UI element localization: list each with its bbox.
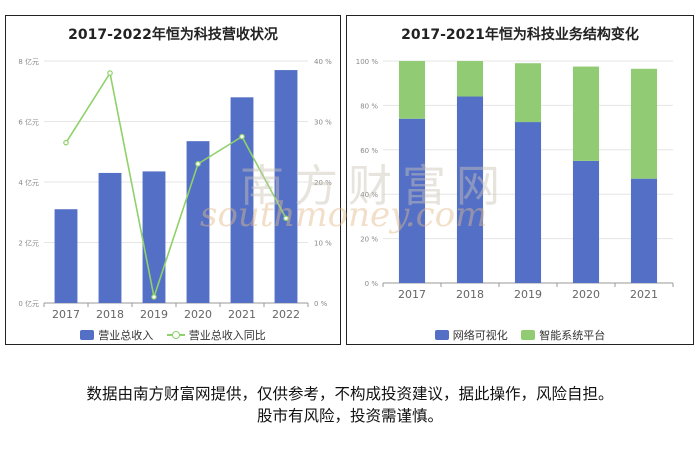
y-tick-label: 60 %: [360, 147, 378, 155]
y-tick-label-right: 40 %: [314, 58, 332, 66]
legend-item-revenue-yoy[interactable]: 营业总收入同比: [166, 327, 266, 343]
x-tick-label: 2017: [398, 288, 426, 301]
revenue-yoy-point: [195, 161, 201, 167]
y-tick-label-left: 2 亿元: [18, 239, 39, 248]
business-structure-chart-panel: 2017-2021年恒为科技业务结构变化 0 % 20 % 40 % 60 % 80 %…: [346, 15, 694, 345]
legend-label-network: 网络可视化: [452, 329, 508, 342]
x-tick-label: 2021: [630, 288, 658, 301]
legend-item-network[interactable]: 网络可视化: [434, 327, 508, 343]
revenue-yoy-point: [151, 294, 157, 300]
watermark-url: southmoney.com: [200, 195, 488, 235]
smart-system-bar: [514, 63, 542, 123]
x-tick-label: 2018: [96, 308, 124, 321]
network-visualization-bar: [456, 96, 484, 284]
x-tick-label: 2022: [272, 308, 300, 321]
legend-swatch-network: [434, 330, 449, 340]
y-tick-label: 40 %: [360, 191, 378, 199]
y-tick-label-left: 0 亿元: [18, 299, 39, 308]
legend-swatch-revenue-yoy: [166, 330, 185, 340]
y-tick-label-right: 0 %: [314, 300, 328, 308]
business-chart-legend: 网络可视化 智能系统平台: [347, 327, 693, 343]
y-tick-label-right: 10 %: [314, 240, 332, 248]
revenue-chart-svg: 0 亿元 2 亿元 4 亿元 6 亿元 8 亿元 0 % 10 % 20 % 30 % 40 % 2…: [18, 57, 332, 321]
revenue-bar: [142, 171, 166, 303]
network-visualization-bar: [630, 178, 658, 283]
x-tick-label: 2020: [184, 308, 212, 321]
revenue-bar: [274, 70, 298, 303]
smart-system-bar: [572, 66, 600, 161]
revenue-yoy-line: [65, 70, 287, 301]
x-tick-label: 2017: [52, 308, 80, 321]
network-visualization-bar: [398, 118, 426, 283]
watermark-logo: 南方财富网: [240, 161, 510, 212]
revenue-chart-title: 2017-2022年恒为科技营收状况: [68, 27, 278, 43]
y-tick-label-left: 4 亿元: [18, 178, 39, 187]
revenue-yoy-point: [107, 70, 113, 76]
y-tick-label-right: 30 %: [314, 119, 332, 127]
x-tick-label: 2019: [514, 288, 542, 301]
legend-item-smart-system[interactable]: 智能系统平台: [521, 327, 605, 343]
y-tick-label: 80 %: [360, 102, 378, 110]
revenue-yoy-point: [63, 139, 69, 146]
revenue-yoy-point: [283, 215, 289, 222]
revenue-chart-panel: 2017-2022年恒为科技营收状况 0 亿元 2 亿元 4 亿元 6 亿元 8 亿元 0…: [5, 15, 341, 345]
y-tick-label: 20 %: [360, 236, 378, 244]
smart-system-bar: [630, 68, 658, 179]
revenue-yoy-point: [239, 133, 245, 140]
disclaimer-line-2: 股市有风险，投资需谨慎。: [256, 407, 443, 425]
legend-label-revenue: 营业总收入: [98, 329, 154, 342]
y-tick-label: 0 %: [365, 280, 379, 288]
legend-label-revenue-yoy: 营业总收入同比: [188, 329, 266, 342]
x-tick-label: 2020: [572, 288, 600, 301]
x-tick-label: 2021: [228, 308, 256, 321]
x-tick-label: 2018: [456, 288, 484, 301]
y-tick-label-right: 20 %: [314, 179, 332, 187]
network-visualization-bar: [572, 160, 600, 283]
revenue-bar: [98, 172, 122, 303]
x-tick-label: 2019: [140, 308, 168, 321]
y-tick-label: 100 %: [356, 58, 379, 66]
network-visualization-bar: [514, 122, 542, 283]
disclaimer-line-1: 数据由南方财富网提供，仅供参考，不构成投资建议，据此操作，风险自担。: [86, 385, 614, 403]
y-tick-label-left: 6 亿元: [18, 118, 39, 127]
legend-swatch-smart-system: [521, 330, 536, 340]
smart-system-bar: [398, 61, 426, 119]
smart-system-bar: [456, 61, 484, 97]
business-chart-title: 2017-2021年恒为科技业务结构变化: [401, 27, 639, 43]
business-chart-svg: 0 % 20 % 40 % 60 % 80 % 100 % 2017 2018 2019 2020…: [356, 58, 674, 301]
y-tick-label-left: 8 亿元: [18, 57, 39, 66]
revenue-bar: [54, 209, 78, 303]
legend-swatch-revenue: [80, 330, 95, 340]
revenue-chart-legend: 营业总收入 营业总收入同比: [6, 327, 340, 343]
legend-label-smart-system: 智能系统平台: [539, 329, 606, 342]
legend-item-revenue[interactable]: 营业总收入: [80, 327, 153, 343]
